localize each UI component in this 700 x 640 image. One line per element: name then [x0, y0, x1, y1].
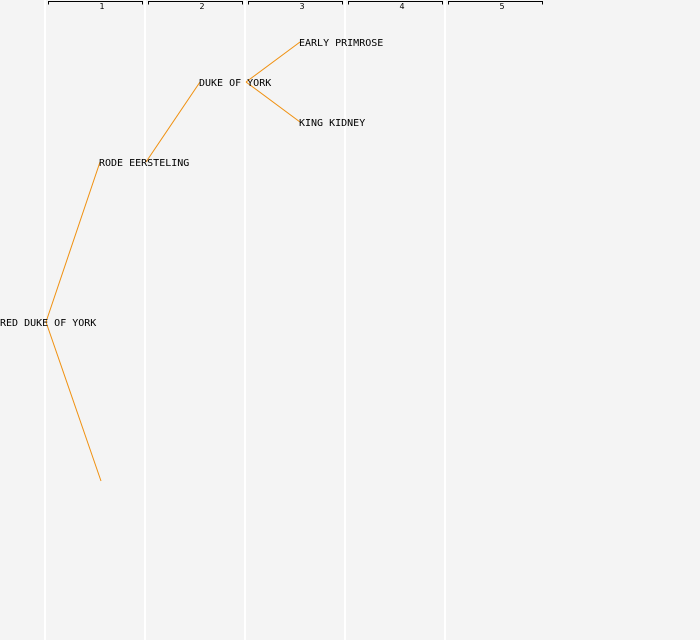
- tree-edge: [45, 321, 102, 482]
- node-early-primrose[interactable]: EARLY PRIMROSE: [299, 38, 383, 49]
- generation-bracket: [48, 1, 143, 5]
- node-duke-of-york[interactable]: DUKE OF YORK: [199, 78, 271, 89]
- node-rode-eersteling[interactable]: RODE EERSTELING: [99, 158, 189, 169]
- generation-label: 1: [99, 2, 104, 11]
- column-separators: [44, 0, 446, 640]
- generation-bracket: [448, 1, 543, 5]
- generation-label: 5: [499, 2, 504, 11]
- tree-nodes: RED DUKE OF YORK RODE EERSTELING DUKE OF…: [0, 38, 383, 329]
- generation-bracket: [148, 1, 243, 5]
- generation-label: 4: [399, 2, 404, 11]
- generation-bracket: [248, 1, 343, 5]
- tree-edge: [245, 41, 301, 83]
- tree-edge: [145, 81, 201, 163]
- tree-edge: [45, 161, 101, 323]
- generation-bracket: [348, 1, 443, 5]
- generation-header: 1 2 3 4 5: [48, 1, 543, 11]
- tree-edges: [45, 41, 301, 482]
- node-red-duke-of-york[interactable]: RED DUKE OF YORK: [0, 318, 96, 329]
- generation-label: 2: [199, 2, 204, 11]
- generation-label: 3: [299, 2, 304, 11]
- tree-edge: [245, 81, 301, 123]
- node-king-kidney[interactable]: KING KIDNEY: [299, 118, 365, 129]
